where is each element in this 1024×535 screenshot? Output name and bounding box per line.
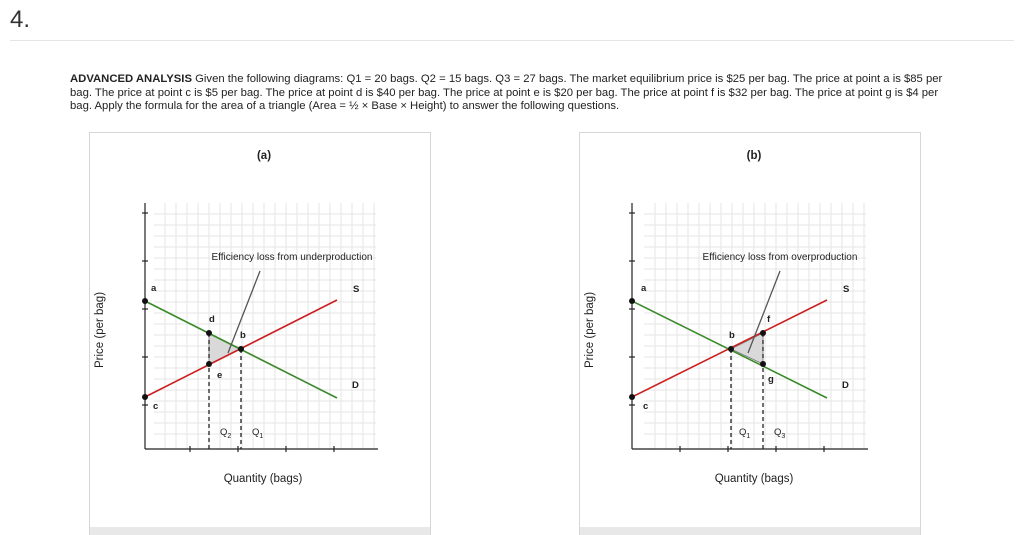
diagram-a-q1-label: Q1 bbox=[252, 427, 263, 440]
diagram-b-x-axis-label: Quantity (bags) bbox=[715, 473, 794, 485]
diagram-a-panel: (a) Price (per bag) Quantity (bags) Effi… bbox=[89, 132, 431, 535]
diagram-b-label-g: g bbox=[768, 374, 774, 385]
diagram-b-point-a bbox=[629, 298, 635, 304]
diagram-a-label-d-curve: D bbox=[352, 380, 359, 391]
question-heading: ADVANCED ANALYSIS bbox=[70, 73, 192, 85]
diagram-b-q3-letter: Q bbox=[774, 427, 781, 438]
diagram-a-x-axis-label: Quantity (bags) bbox=[224, 473, 303, 485]
diagram-a-q1-subscript: 1 bbox=[259, 433, 263, 440]
diagram-a-grid bbox=[154, 203, 376, 449]
diagram-a-q2-subscript: 2 bbox=[227, 433, 231, 440]
diagram-b-label-b: b bbox=[729, 330, 735, 341]
diagram-a-point-c bbox=[142, 394, 148, 400]
diagram-b-point-b bbox=[728, 346, 734, 352]
diagram-a-q2-label: Q2 bbox=[220, 427, 231, 440]
diagram-a-bottom-edge bbox=[90, 527, 430, 535]
question-prompt: ADVANCED ANALYSIS Given the following di… bbox=[70, 73, 1020, 114]
diagram-a-annotation: Efficiency loss from underproduction bbox=[211, 252, 372, 263]
diagram-b-y-axis-label: Price (per bag) bbox=[584, 292, 596, 368]
diagram-a-point-e bbox=[206, 361, 212, 367]
diagram-b-label-s: S bbox=[843, 284, 849, 295]
question-text-line3: bag. Apply the formula for the area of a… bbox=[70, 100, 620, 112]
diagram-b-label-f: f bbox=[767, 314, 771, 325]
header-divider bbox=[10, 40, 1014, 41]
diagram-b-q3-label: Q3 bbox=[774, 427, 785, 440]
diagram-b-label-d-curve: D bbox=[842, 380, 849, 391]
diagram-b-point-g bbox=[760, 361, 766, 367]
diagram-b-point-f bbox=[760, 330, 766, 336]
diagram-b-q1-letter: Q bbox=[739, 427, 746, 438]
diagram-a-point-b bbox=[238, 346, 244, 352]
diagram-b-point-c bbox=[629, 394, 635, 400]
diagram-b-bottom-edge bbox=[580, 527, 920, 535]
diagram-b-label-a: a bbox=[641, 283, 647, 294]
diagram-b-axes bbox=[629, 203, 868, 452]
diagram-a-q2-letter: Q bbox=[220, 427, 227, 438]
diagram-a-label-b: b bbox=[240, 330, 246, 341]
question-text-line2: bag. The price at point c is $5 per bag.… bbox=[70, 86, 939, 99]
diagram-b-annotation-pointer bbox=[747, 270, 781, 354]
diagram-b-label-c: c bbox=[643, 401, 648, 412]
diagram-b-q3-subscript: 3 bbox=[781, 433, 785, 440]
diagram-a-svg: (a) Price (per bag) Quantity (bags) Effi… bbox=[94, 150, 378, 485]
question-number: 4. bbox=[10, 6, 31, 33]
diagram-b-efficiency-loss-triangle bbox=[730, 332, 764, 365]
diagram-a-label-d: d bbox=[209, 314, 215, 325]
diagram-b-q1-subscript: 1 bbox=[746, 433, 750, 440]
diagram-a-label-s: S bbox=[353, 284, 359, 295]
diagram-a-title: (a) bbox=[257, 150, 271, 162]
diagram-a-label-e: e bbox=[217, 370, 222, 381]
diagram-b-q1-label: Q1 bbox=[739, 427, 750, 440]
diagram-b-grid bbox=[644, 203, 866, 449]
question-text-line1: Given the following diagrams: Q1 = 20 ba… bbox=[195, 73, 943, 85]
diagram-b-title: (b) bbox=[747, 150, 762, 162]
diagram-b-svg: (b) Price (per bag) Quantity (bags) Effi… bbox=[584, 150, 868, 485]
diagram-a-annotation-pointer bbox=[227, 270, 261, 354]
diagram-b-panel: (b) Price (per bag) Quantity (bags) Effi… bbox=[579, 132, 921, 535]
diagram-a-point-a bbox=[142, 298, 148, 304]
diagram-a-y-axis-label: Price (per bag) bbox=[94, 292, 106, 368]
diagram-a-efficiency-loss-triangle bbox=[208, 332, 242, 365]
diagram-b-annotation: Efficiency loss from overproduction bbox=[703, 252, 858, 263]
diagram-a-label-a: a bbox=[151, 283, 157, 294]
diagram-a-label-c: c bbox=[153, 401, 158, 412]
diagram-a-axes bbox=[142, 203, 378, 452]
diagram-a-point-d bbox=[206, 330, 212, 336]
diagram-a-q1-letter: Q bbox=[252, 427, 259, 438]
